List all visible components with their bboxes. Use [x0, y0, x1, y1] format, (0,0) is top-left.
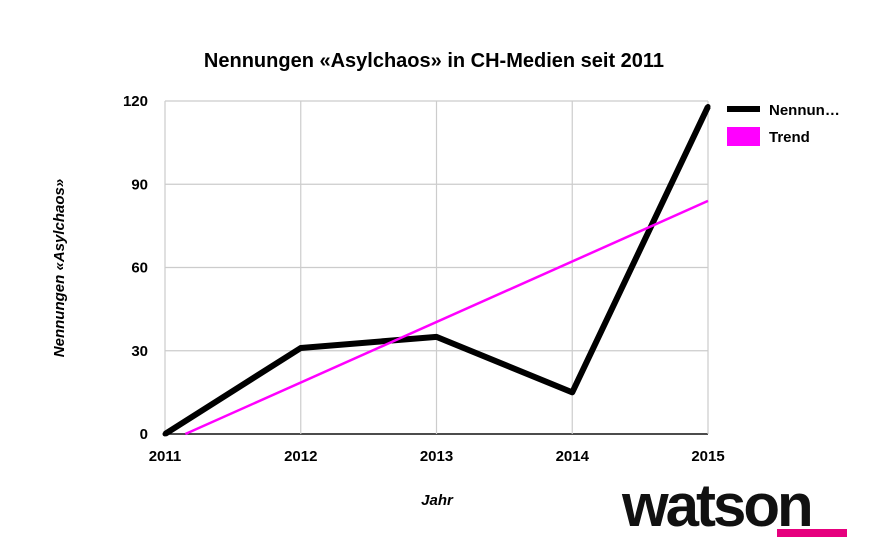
legend-label-trend: Trend: [769, 129, 810, 146]
grid-lines: [164, 100, 709, 435]
data-point: [705, 104, 711, 110]
series-group: [162, 104, 711, 437]
legend: Nennun… Trend: [727, 102, 840, 146]
data-point: [298, 345, 304, 351]
x-tick-label: 2011: [149, 448, 182, 465]
watson-logo-text: watson: [621, 472, 811, 538]
y-tick-label: 60: [131, 260, 148, 277]
y-tick-label: 0: [140, 426, 148, 443]
y-axis-ticks: 0 30 60 90 120: [123, 93, 148, 443]
data-point: [162, 431, 168, 437]
x-tick-label: 2012: [284, 448, 317, 465]
watson-logo-underline: [777, 529, 847, 537]
data-point: [569, 389, 575, 395]
legend-label-nennungen: Nennun…: [769, 102, 840, 119]
x-axis-label: Jahr: [421, 492, 454, 509]
y-tick-label: 30: [131, 343, 148, 360]
data-point: [434, 334, 439, 340]
x-tick-label: 2014: [556, 448, 590, 465]
y-axis-label: Nennungen «Asylchaos»: [51, 179, 68, 357]
series-line-trend: [184, 199, 709, 436]
chart-title: Nennungen «Asylchaos» in CH-Medien seit …: [204, 50, 664, 72]
x-tick-label: 2015: [691, 448, 724, 465]
y-tick-label: 90: [131, 176, 148, 193]
legend-swatch-trend: [727, 127, 760, 146]
x-tick-label: 2013: [420, 448, 453, 465]
x-axis-ticks: 2011 2012 2013 2014 2015: [149, 448, 725, 465]
watson-logo: watson: [621, 472, 847, 538]
y-tick-label: 120: [123, 93, 148, 110]
